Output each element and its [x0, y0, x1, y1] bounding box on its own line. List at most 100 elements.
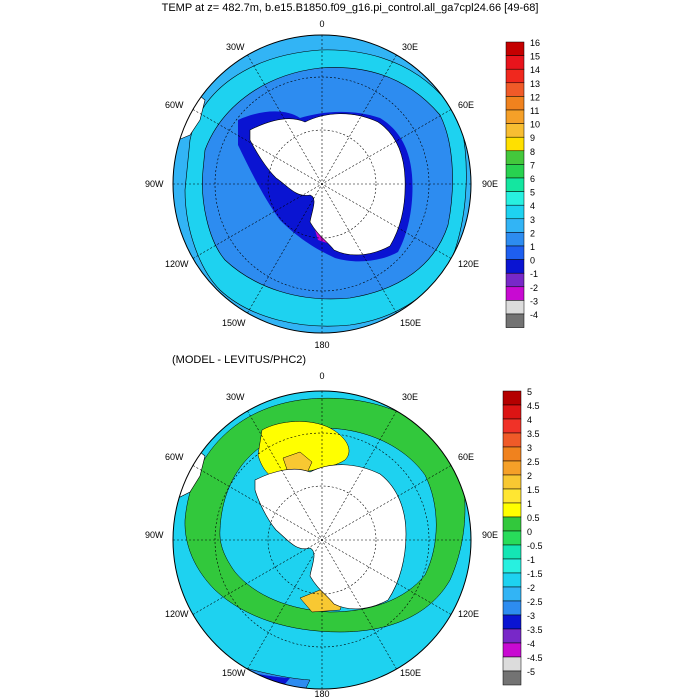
top-colorbar-swatch: [505, 300, 525, 315]
top-colorbar-tick-label: -2: [530, 283, 538, 293]
bottom-colorbar-tick-label: 1: [527, 499, 532, 509]
bottom-colorbar-tick-label: -4.5: [527, 653, 543, 663]
bottom-lon-label-150w: 150W: [222, 668, 246, 678]
bottom-colorbar-swatch: [502, 404, 522, 420]
top-lon-label-120e: 120E: [458, 259, 479, 269]
top-lon-label-30w: 30W: [226, 42, 245, 52]
bottom-colorbar-swatch: [502, 656, 522, 672]
bottom-colorbar-tick-label: 0: [527, 527, 532, 537]
top-colorbar-swatch: [505, 55, 525, 70]
bottom-colorbar-swatch: [502, 586, 522, 602]
top-graticule: [173, 35, 471, 333]
top-colorbar-tick-label: 2: [530, 228, 535, 238]
top-colorbar-swatch: [505, 286, 525, 301]
bottom-colorbar-tick-label: -3.5: [527, 625, 543, 635]
top-colorbar-swatch: [505, 191, 525, 206]
top-colorbar-tick-label: 4: [530, 201, 535, 211]
top-colorbar-tick-label: 6: [530, 174, 535, 184]
top-colorbar-swatch: [505, 164, 525, 179]
top-colorbar-tick-label: -1: [530, 269, 538, 279]
top-lon-label-90w: 90W: [145, 179, 164, 189]
top-colorbar-tick-label: 14: [530, 65, 540, 75]
bottom-colorbar-swatch: [502, 600, 522, 616]
bottom-colorbar-swatch: [502, 432, 522, 448]
top-lon-label-150e: 150E: [400, 318, 421, 328]
top-colorbar-swatch: [505, 82, 525, 97]
top-colorbar-swatch: [505, 96, 525, 111]
top-lon-label-0: 0: [319, 19, 324, 29]
bottom-colorbar-tick-label: -2: [527, 583, 535, 593]
bottom-colorbar-tick-label: 3.5: [527, 429, 540, 439]
top-colorbar-tick-label: 1: [530, 242, 535, 252]
bottom-colorbar-tick-label: -4: [527, 639, 535, 649]
bottom-colorbar-tick-label: 4.5: [527, 401, 540, 411]
top-lon-label-30e: 30E: [402, 42, 418, 52]
bottom-colorbar-tick-label: -1.5: [527, 569, 543, 579]
bottom-colorbar-tick-label: 2: [527, 471, 532, 481]
top-colorbar-swatch: [505, 272, 525, 288]
top-colorbar-tick-label: 7: [530, 160, 535, 170]
top-colorbar-swatch: [505, 41, 525, 56]
top-colorbar-tick-label: -3: [530, 296, 538, 306]
bottom-colorbar-swatch: [502, 614, 522, 630]
bottom-colorbar-swatch: [502, 628, 522, 644]
top-colorbar-swatch: [505, 259, 525, 274]
bottom-lon-label-0: 0: [319, 371, 324, 381]
bottom-colorbar-swatch: [502, 488, 522, 504]
bottom-colorbar: 5 4.5 4 3.5 3 2.5 2 1.5 1 0.5 0 -0.5 -1 -1.5 -2 -2.5 -3 -…: [502, 387, 543, 686]
top-colorbar-swatch: [505, 136, 525, 152]
top-colorbar-swatch: [505, 68, 525, 84]
bottom-colorbar-swatch: [502, 418, 522, 434]
bottom-colorbar-tick-label: 3: [527, 443, 532, 453]
bottom-lon-label-180: 180: [314, 689, 329, 699]
bottom-colorbar-tick-label: -1: [527, 555, 535, 565]
bottom-colorbar-tick-label: 1.5: [527, 485, 540, 495]
top-colorbar-swatch: [505, 177, 525, 192]
bottom-lon-label-30w: 30W: [226, 392, 245, 402]
bottom-lon-label-120e: 120E: [458, 609, 479, 619]
top-colorbar-tick-label: 10: [530, 120, 540, 130]
top-lon-label-180: 180: [314, 340, 329, 350]
bottom-colorbar-swatch: [502, 502, 522, 518]
bottom-lon-label-90e: 90E: [482, 530, 498, 540]
bottom-colorbar-swatch: [502, 446, 522, 462]
bottom-colorbar-swatch: [502, 460, 522, 476]
top-colorbar-swatch: [505, 123, 525, 138]
top-lon-label-150w: 150W: [222, 318, 246, 328]
top-colorbar-swatch: [505, 150, 525, 165]
bottom-colorbar-tick-label: 2.5: [527, 457, 540, 467]
bottom-colorbar-swatch: [502, 558, 522, 574]
bottom-colorbar-tick-label: -5: [527, 667, 535, 677]
bottom-map: 0 30E 60E 90E 120E 150E 180 150W 120W 90…: [145, 371, 498, 699]
top-colorbar-tick-label: 9: [530, 133, 535, 143]
top-lon-label-60w: 60W: [165, 100, 184, 110]
bottom-antarctica: [254, 464, 407, 610]
bottom-colorbar-tick-label: 4: [527, 415, 532, 425]
top-colorbar-tick-label: 15: [530, 52, 540, 62]
top-lon-label-60e: 60E: [458, 100, 474, 110]
top-map: 0 30E 60E 90E 120E 150E 180 150W 120W 90…: [145, 19, 498, 350]
top-colorbar-tick-label: 3: [530, 215, 535, 225]
bottom-graticule: [173, 391, 471, 689]
bottom-colorbar-swatch: [502, 544, 522, 560]
top-colorbar-tick-label: -4: [530, 310, 538, 320]
top-panel-title: TEMP at z= 482.7m, b.e15.B1850.f09_g16.p…: [161, 2, 539, 14]
bottom-colorbar-swatch: [502, 670, 522, 686]
bottom-colorbar-tick-label: -0.5: [527, 541, 543, 551]
top-colorbar-tick-label: 11: [530, 106, 539, 116]
bottom-lon-label-60e: 60E: [458, 452, 474, 462]
bottom-colorbar-swatch: [502, 530, 522, 546]
bottom-colorbar-swatch: [502, 572, 522, 588]
top-lon-label-120w: 120W: [165, 259, 189, 269]
top-colorbar-tick-label: 0: [530, 256, 535, 266]
top-colorbar-swatch: [505, 245, 525, 260]
bottom-colorbar-swatch: [502, 390, 522, 406]
top-colorbar-swatch: [505, 109, 525, 124]
top-colorbar-swatch: [505, 218, 525, 233]
bottom-colorbar-swatch: [502, 516, 522, 532]
bottom-panel-title: (MODEL - LEVITUS/PHC2): [172, 354, 307, 366]
top-colorbar-tick-label: 13: [530, 79, 540, 89]
bottom-lon-label-120w: 120W: [165, 609, 189, 619]
